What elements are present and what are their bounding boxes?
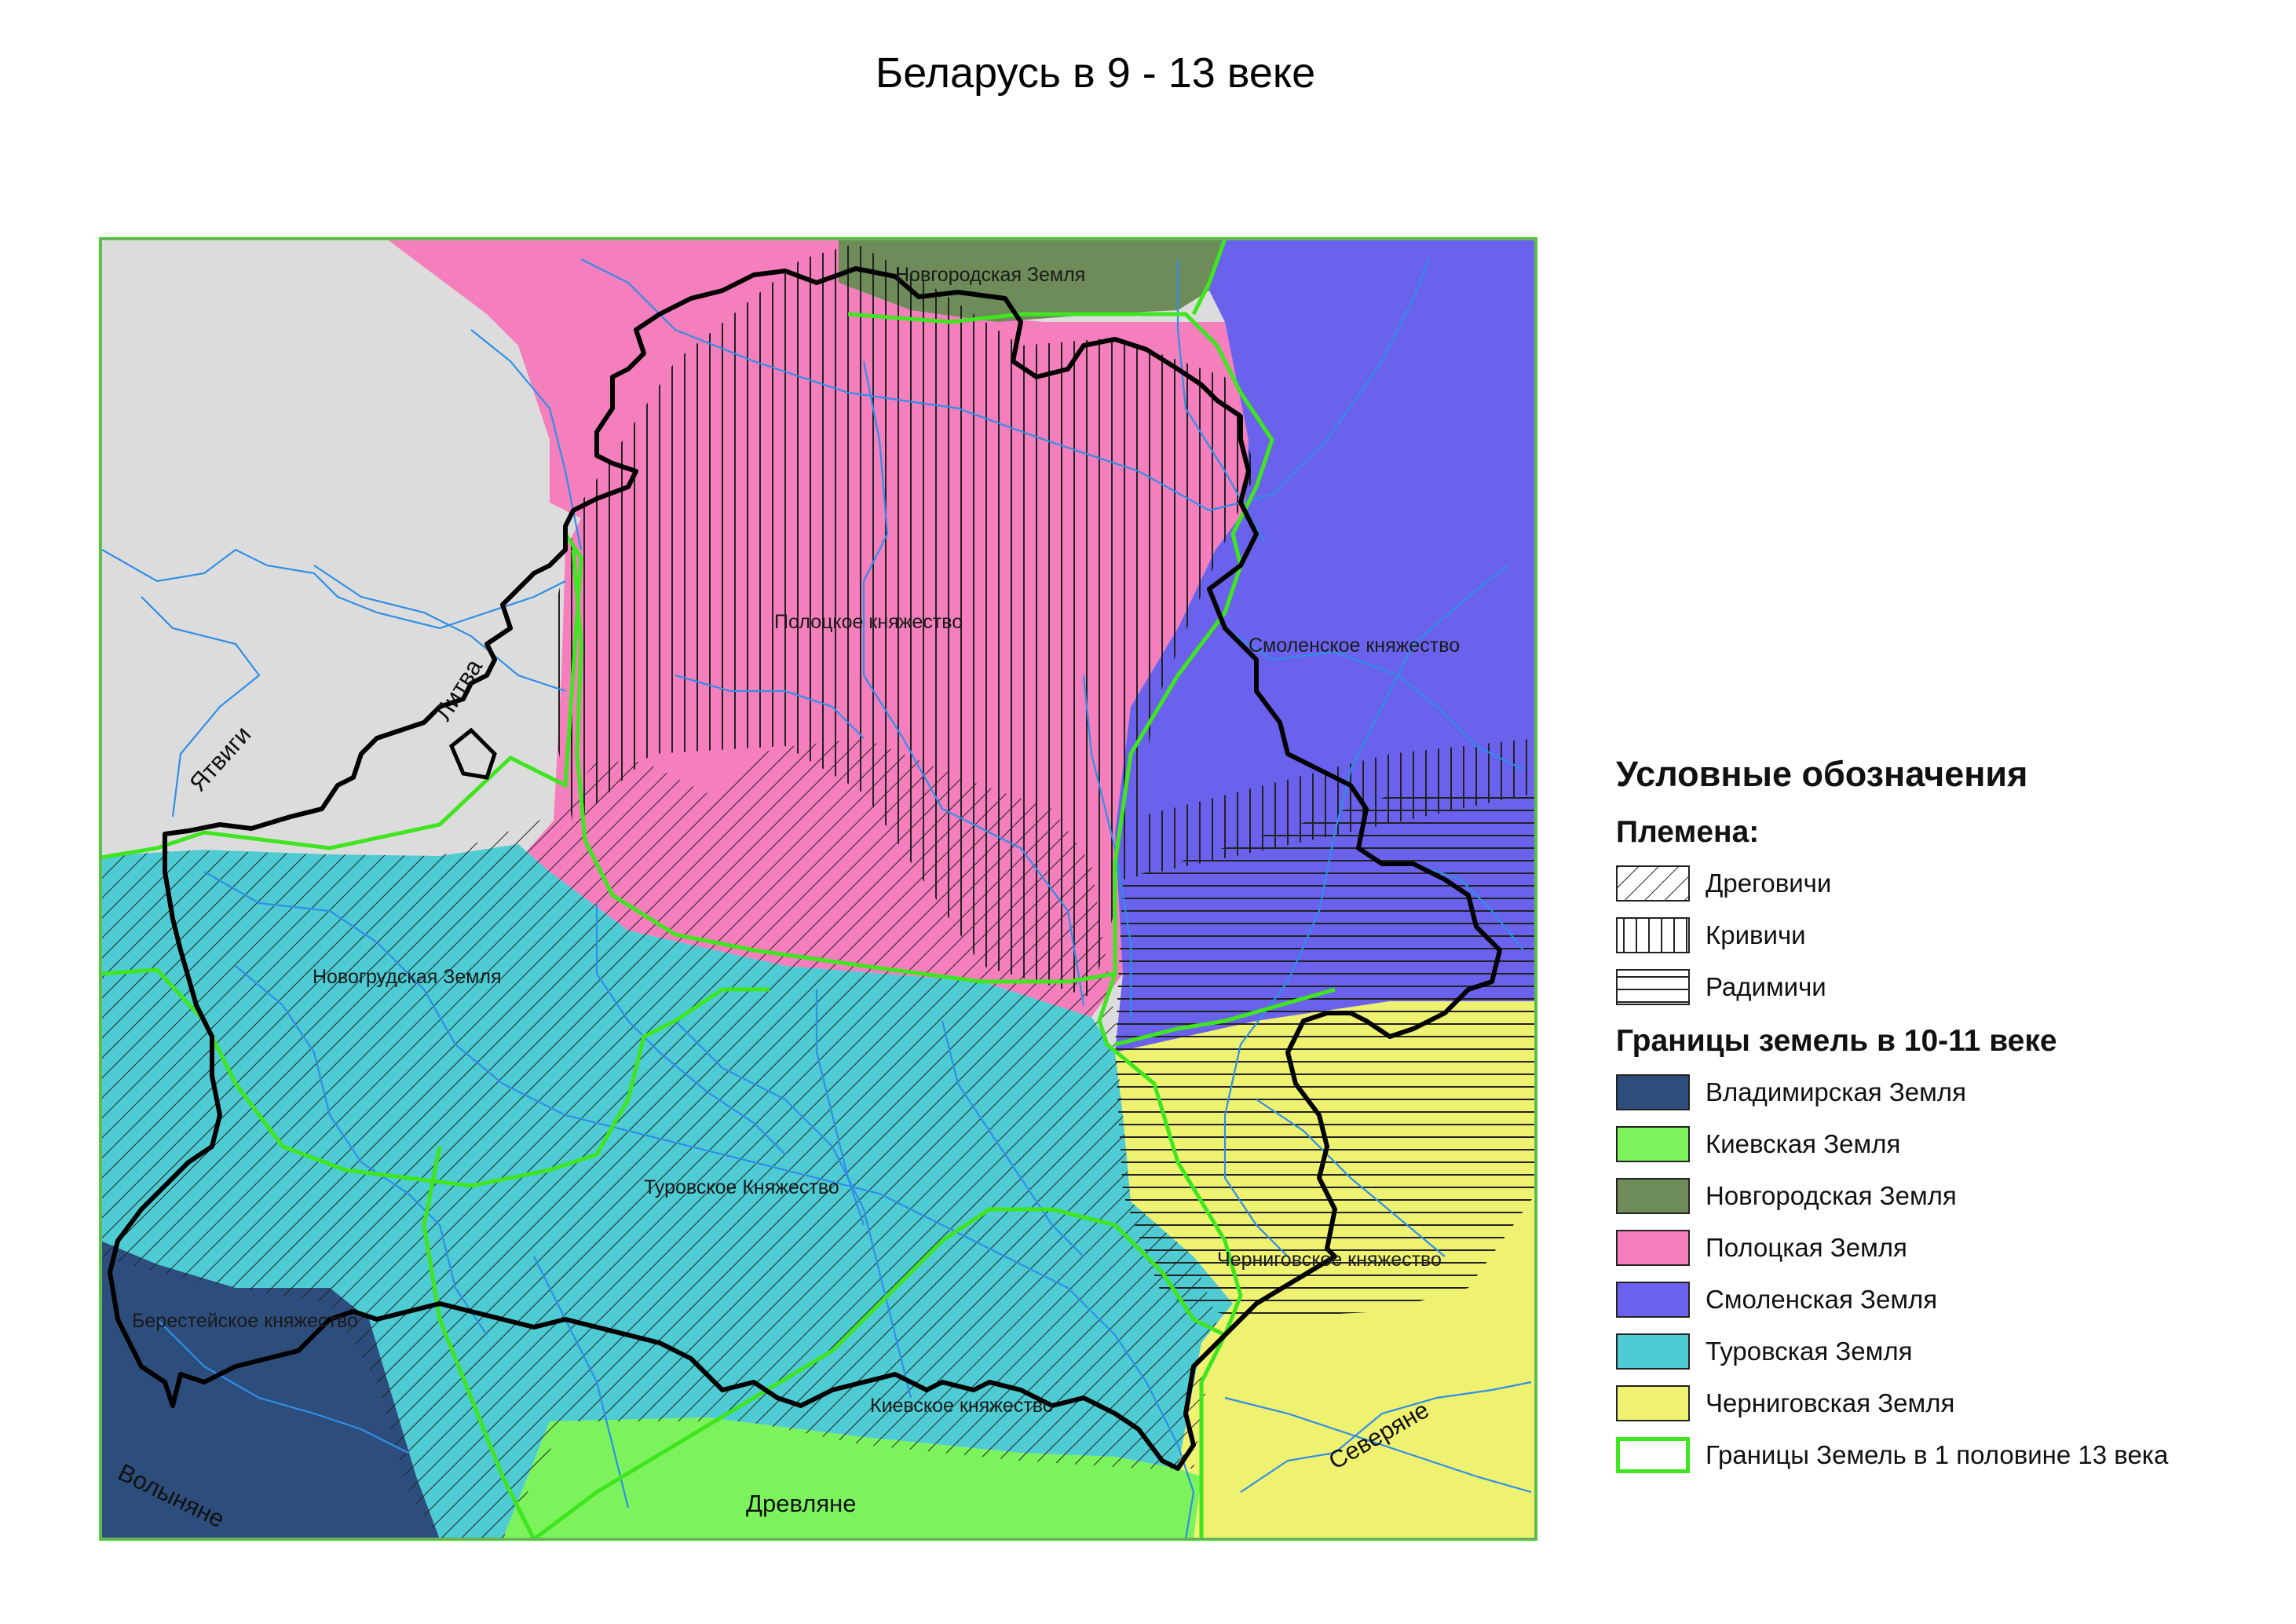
map-title: Беларусь в 9 - 13 веке — [875, 49, 1316, 97]
label-berestye: Берестейское княжество — [132, 1310, 358, 1332]
label-kiev: Киевское княжество — [870, 1395, 1054, 1417]
legend-label: Кривичи — [1706, 920, 1806, 949]
legend-item-border-13th-century: Границы Земель в 1 половине 13 века — [1616, 1429, 2260, 1481]
chernigov-land-swatch — [1616, 1385, 1690, 1421]
belarus-modern-border — [108, 266, 1502, 1471]
legend-item-dregovichi: Дреговичи — [1616, 858, 2260, 909]
legend-item-turov-land: Туровская Земля — [1616, 1326, 2260, 1377]
radimichi-swatch — [1616, 969, 1690, 1005]
legend-label: Полоцкая Земля — [1706, 1233, 1907, 1262]
legend-label: Границы Земель в 1 половине 13 века — [1706, 1440, 2169, 1469]
label-novgorod: Новгородская Земля — [895, 264, 1085, 286]
legend-item-krivichi: Кривичи — [1616, 909, 2260, 961]
legend-label: Черниговская Земля — [1706, 1388, 1955, 1417]
legend-tribes-heading: Племена: — [1616, 815, 1760, 849]
legend-label: Киевская Земля — [1706, 1129, 1901, 1158]
rivers — [101, 258, 1532, 1539]
legend-item-polotsk-land: Полоцкая Земля — [1616, 1222, 2260, 1274]
legend-item-smolensk-land: Смоленская Земля — [1616, 1274, 2260, 1326]
legend-item-novgorod-land: Новгородская Земля — [1616, 1170, 2260, 1222]
polotsk-land-swatch — [1616, 1230, 1690, 1266]
dregovichi-swatch — [1616, 865, 1690, 902]
label-polotsk: Полоцкое княжество — [774, 611, 963, 633]
legend-label: Туровская Земля — [1706, 1337, 1913, 1366]
borders-13th-century — [101, 239, 1336, 1539]
label-smolensk: Смоленское княжество — [1249, 635, 1460, 657]
vladimir-land-swatch — [1616, 1074, 1690, 1110]
label-drevlyane: Древляне — [746, 1490, 856, 1517]
krivichi-swatch — [1616, 917, 1690, 953]
region-kiev-land — [503, 1417, 1201, 1539]
tribe-radimichi-area — [1115, 793, 1536, 1319]
label-turov: Туровское Княжество — [644, 1176, 839, 1198]
legend-label: Новгородская Земля — [1706, 1181, 1957, 1210]
legend-item-kiev-land: Киевская Земля — [1616, 1118, 2260, 1170]
legend-label: Смоленская Земля — [1706, 1285, 1938, 1314]
turov-land-swatch — [1616, 1333, 1690, 1370]
legend-item-vladimir-land: Владимирская Земля — [1616, 1066, 2260, 1118]
novgorod-land-swatch — [1616, 1178, 1690, 1214]
tribe-krivichi-area — [550, 243, 1536, 997]
label-chernigov: Черниговское княжество — [1217, 1249, 1442, 1271]
legend-title: Условные обозначения — [1616, 754, 2028, 794]
kiev-land-swatch — [1616, 1126, 1690, 1162]
legend-label: Владимирская Земля — [1706, 1077, 1966, 1106]
legend: Условные обозначения Племена: Дреговичи … — [1616, 754, 2260, 1481]
map-frame-left — [100, 238, 1537, 1540]
legend-item-radimichi: Радимичи — [1616, 961, 2260, 1013]
smolensk-land-swatch — [1616, 1282, 1690, 1318]
label-novogrudok: Новогрудская Земля — [313, 966, 502, 988]
legend-label: Радимичи — [1706, 972, 1826, 1001]
belarus-border-detail — [448, 727, 497, 780]
legend-label: Дреговичи — [1706, 869, 1832, 898]
legend-lands-heading: Границы земель в 10-11 веке — [1616, 1024, 2057, 1058]
legend-item-chernigov-land: Черниговская Земля — [1616, 1377, 2260, 1429]
border-swatch — [1616, 1437, 1690, 1473]
